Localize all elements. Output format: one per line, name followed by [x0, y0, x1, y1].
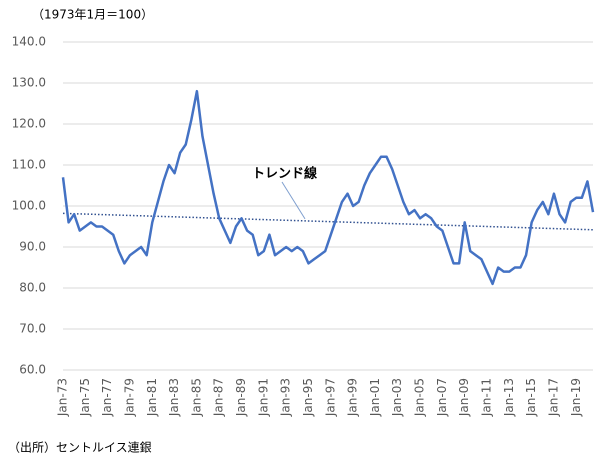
- x-tick-label: Jan-77: [100, 378, 114, 417]
- x-tick-label: Jan-03: [390, 378, 404, 417]
- y-tick-label: 80.0: [19, 281, 46, 295]
- x-tick-label: Jan-81: [145, 378, 159, 417]
- x-tick-label: Jan-79: [122, 378, 136, 417]
- x-tick-label: Jan-97: [323, 378, 337, 417]
- x-tick-label: Jan-99: [346, 378, 360, 417]
- leader-line: [281, 181, 306, 220]
- x-tick-label: Jan-87: [212, 378, 226, 417]
- x-tick-label: Jan-91: [256, 378, 270, 417]
- trend-line: [62, 212, 594, 231]
- x-tick-label: Jan-73: [56, 378, 70, 417]
- x-tick-label: Jan-89: [234, 378, 248, 417]
- x-tick-label: Jan-09: [457, 378, 471, 417]
- x-tick-label: Jan-95: [301, 378, 315, 417]
- y-tick-label: 110.0: [12, 158, 46, 172]
- x-tick-label: Jan-07: [435, 378, 449, 417]
- x-tick-label: Jan-19: [569, 378, 583, 417]
- y-tick-label: 70.0: [19, 322, 46, 336]
- x-tick-label: Jan-83: [167, 378, 181, 417]
- y-tick-label: 120.0: [12, 117, 46, 131]
- y-axis-label: （1973年1月＝100）: [32, 8, 153, 22]
- x-tick-label: Jan-15: [524, 378, 538, 417]
- y-tick-label: 100.0: [12, 199, 46, 213]
- x-tick-label: Jan-05: [413, 378, 427, 417]
- trend-label: トレンド線: [252, 166, 318, 182]
- x-tick-label: Jan-13: [502, 378, 516, 417]
- x-tick-label: Jan-17: [546, 378, 560, 417]
- x-tick-label: Jan-01: [368, 378, 382, 417]
- source: （出所）セントルイス連銀: [8, 441, 152, 455]
- x-tick-label: Jan-75: [78, 378, 92, 417]
- y-tick-label: 130.0: [12, 76, 46, 90]
- x-tick-label: Jan-85: [189, 378, 203, 417]
- y-tick-label: 90.0: [19, 240, 46, 254]
- y-tick-label: 140.0: [12, 35, 46, 49]
- series-line: [61, 89, 595, 286]
- x-tick-label: Jan-11: [480, 378, 494, 417]
- x-tick-label: Jan-93: [279, 378, 293, 417]
- y-tick-label: 60.0: [19, 363, 46, 377]
